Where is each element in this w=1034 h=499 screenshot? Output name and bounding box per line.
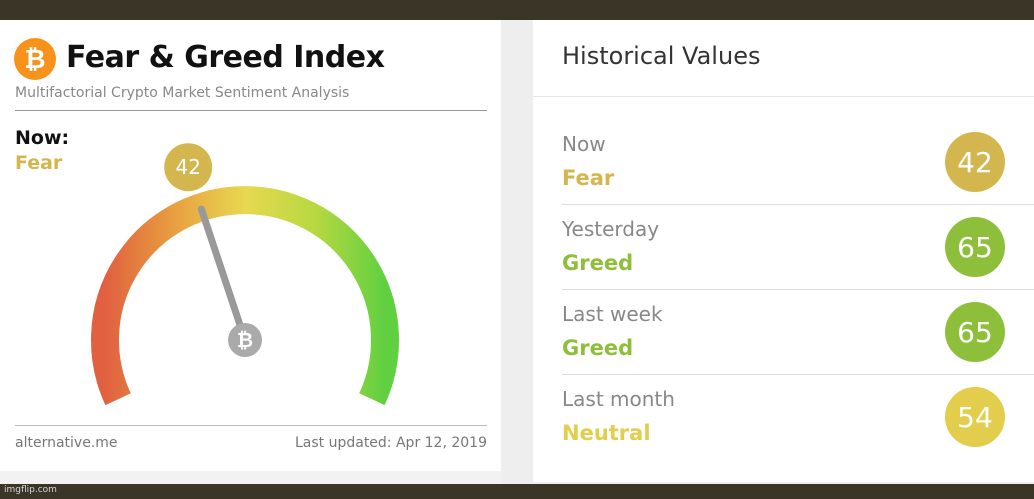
- history-row-last-week: Last week Greed 65: [533, 290, 1034, 375]
- bitcoin-logo-icon: ₿: [14, 38, 56, 80]
- history-classification: Greed: [562, 336, 634, 360]
- gauge-arc: [91, 186, 399, 406]
- historical-header-divider: [533, 96, 1034, 97]
- history-classification: Neutral: [562, 421, 651, 445]
- gauge-needle: [197, 205, 249, 344]
- title-divider: [15, 110, 487, 111]
- history-period: Last month: [562, 387, 675, 411]
- history-period: Now: [562, 132, 606, 156]
- now-label: Now:: [15, 127, 70, 149]
- watermark: imgflip.com: [4, 485, 57, 495]
- sentiment-gauge: ₿ 42: [91, 143, 399, 406]
- now-classification: Fear: [15, 152, 63, 174]
- hub-bitcoin-symbol: ₿: [237, 328, 253, 352]
- fear-greed-card: [0, 20, 501, 471]
- needle-hub-bitcoin-icon: [228, 323, 262, 357]
- history-value-badge: 54: [945, 387, 1005, 447]
- page-title: Fear & Greed Index: [66, 40, 385, 75]
- row-divider: [562, 204, 1034, 205]
- now-value-text: 42: [175, 155, 200, 179]
- footer-divider: [15, 425, 487, 426]
- card-bottom-strip: [0, 471, 501, 484]
- history-value-badge: 65: [945, 217, 1005, 277]
- history-row-now: Now Fear 42: [533, 120, 1034, 205]
- history-row-last-month: Last month Neutral 54: [533, 375, 1034, 460]
- historical-title: Historical Values: [562, 42, 761, 70]
- row-divider: [562, 374, 1034, 375]
- bottom-frame-bar: [0, 484, 1034, 499]
- history-period: Last week: [562, 302, 663, 326]
- row-divider: [562, 289, 1034, 290]
- history-period: Yesterday: [562, 217, 660, 241]
- history-row-yesterday: Yesterday Greed 65: [533, 205, 1034, 290]
- site-credit: alternative.me: [15, 435, 118, 451]
- history-classification: Fear: [562, 166, 615, 190]
- history-value-badge: 42: [945, 132, 1005, 192]
- history-classification: Greed: [562, 251, 634, 275]
- top-frame-bar: [0, 0, 1034, 20]
- now-value-badge: [164, 143, 213, 192]
- page-subtitle: Multifactorial Crypto Market Sentiment A…: [15, 85, 350, 101]
- last-updated: Last updated: Apr 12, 2019: [294, 435, 487, 451]
- history-value-badge: 65: [945, 302, 1005, 362]
